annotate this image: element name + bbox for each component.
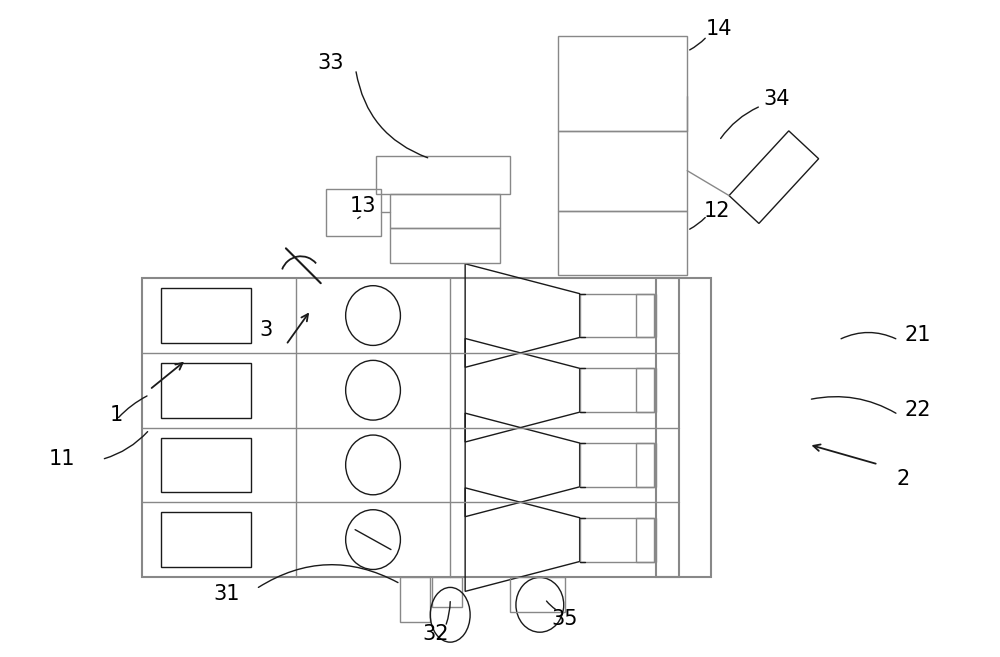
Text: 1: 1 [110,405,123,424]
Bar [161,512,251,567]
Bar [580,294,654,338]
Bar [636,443,656,487]
Text: 11: 11 [49,449,75,470]
Text: 35: 35 [551,609,578,629]
Text: 21: 21 [905,325,931,345]
Text: 33: 33 [317,53,344,73]
Bar [656,278,711,577]
Bar [636,294,656,338]
Bar [326,189,381,237]
Bar [558,36,687,131]
Text: 22: 22 [905,399,931,420]
Bar [558,210,687,275]
Bar [636,518,656,562]
Bar [161,363,251,418]
Bar [161,288,251,343]
Bar [580,369,654,412]
Bar [376,156,510,194]
Text: 3: 3 [259,320,273,340]
Text: 12: 12 [704,200,730,221]
Text: 31: 31 [213,584,239,604]
Text: 34: 34 [764,89,790,109]
Bar [142,278,679,577]
Bar [161,438,251,492]
Bar [432,577,462,607]
Bar [580,518,654,562]
Bar [390,229,500,263]
Bar [390,194,500,229]
Bar [636,369,656,412]
Text: 14: 14 [706,19,732,39]
Bar [558,131,687,210]
Text: 13: 13 [349,196,376,215]
Bar [580,443,654,487]
Text: 2: 2 [897,469,910,489]
Bar [510,577,565,612]
Bar [400,577,430,622]
Text: 32: 32 [422,623,449,644]
